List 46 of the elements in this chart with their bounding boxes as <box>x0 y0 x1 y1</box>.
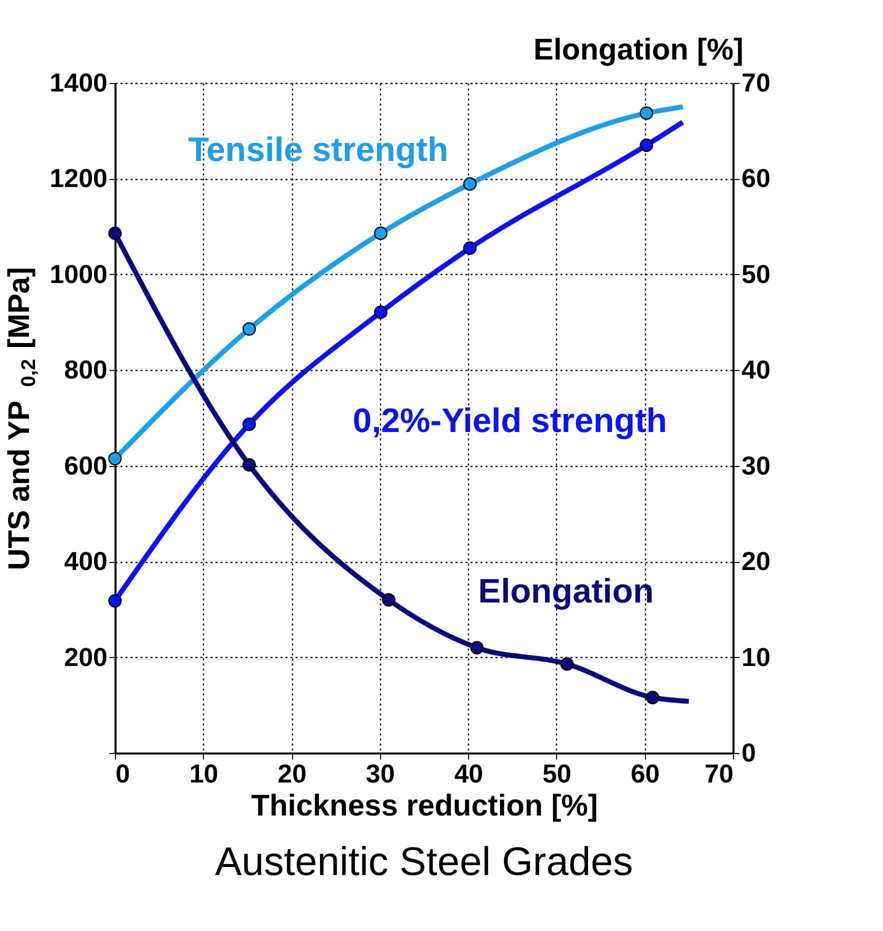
y-tick-label: 400 <box>64 546 108 576</box>
y2-tick-label: 40 <box>742 354 770 385</box>
point <box>242 458 256 472</box>
y2-tick-label: 60 <box>742 163 770 194</box>
x-axis-title: Thickness reduction [%] <box>251 790 598 822</box>
y2-tick-label: 0 <box>742 738 756 768</box>
y2-tick-label: 70 <box>742 68 770 98</box>
y-tick-label: 600 <box>64 450 108 480</box>
point <box>463 177 477 191</box>
y-tick-label: 800 <box>64 354 108 385</box>
x-tick-label: 40 <box>454 758 484 788</box>
series-label: Tensile strength <box>188 130 448 169</box>
x-tick-label: 60 <box>630 758 660 788</box>
y2-axis-title: Elongation [%] <box>534 34 744 66</box>
point <box>640 138 654 152</box>
point <box>560 657 574 671</box>
x-tick-label: 70 <box>704 758 734 788</box>
y-axis-title: UTS and YP0,2 [MPa] <box>3 266 40 570</box>
y2-tick-label: 10 <box>742 642 770 672</box>
y-tick-label: 200 <box>64 642 108 672</box>
y2-tick-label: 20 <box>742 546 770 576</box>
point <box>382 593 396 607</box>
x-tick-label: 30 <box>366 758 395 788</box>
series-label: Elongation <box>478 572 654 611</box>
x-tick-label: 0 <box>116 758 130 788</box>
point <box>108 226 122 240</box>
point <box>242 418 256 431</box>
x-tick-label: 20 <box>278 758 307 788</box>
point <box>108 594 122 608</box>
series-label: 0,2%-Yield strength <box>352 402 668 440</box>
point <box>646 690 660 704</box>
y-tick-label: 1400 <box>50 68 108 98</box>
text: Austenitic Steel Grades <box>215 840 633 884</box>
point <box>640 106 654 120</box>
point <box>470 641 484 654</box>
point <box>108 452 122 466</box>
y2-tick-label: 30 <box>742 450 770 480</box>
point <box>242 322 256 336</box>
y-tick-label: 1000 <box>50 258 108 289</box>
point <box>463 241 477 255</box>
y-tick-label: 1200 <box>50 163 108 194</box>
y2-tick-label: 50 <box>742 258 770 289</box>
x-tick-label: 50 <box>542 758 572 788</box>
point <box>374 226 388 240</box>
x-tick-label: 10 <box>189 758 218 788</box>
point <box>374 306 388 319</box>
